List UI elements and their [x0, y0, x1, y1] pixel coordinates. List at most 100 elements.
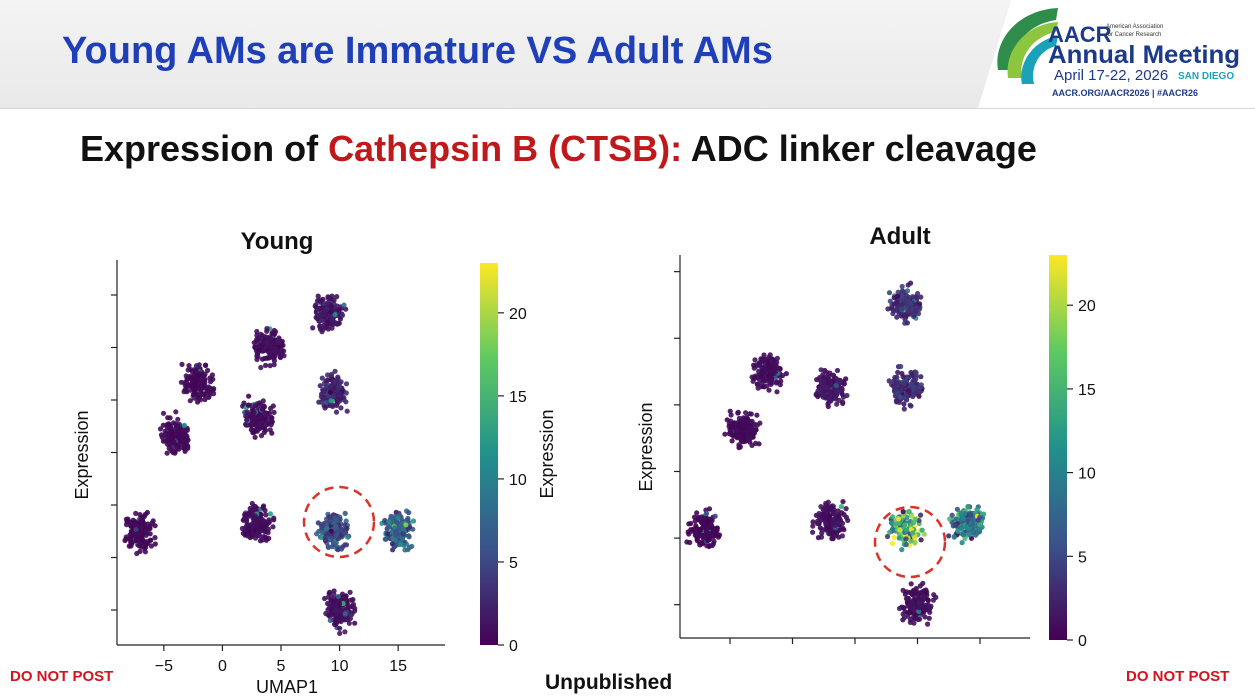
umap-point: [895, 369, 901, 375]
umap-point: [751, 375, 757, 381]
adult-umap-plot: Adult Expression 0 5 10 15 20: [636, 223, 1096, 650]
umap-point: [342, 629, 348, 635]
umap-point: [333, 607, 339, 613]
colorbar-tick-label: 15: [509, 389, 527, 406]
logo-event: Annual Meeting: [1048, 41, 1240, 69]
umap-point: [152, 523, 158, 529]
umap-point: [912, 539, 918, 545]
umap-point: [331, 297, 337, 303]
umap-point: [947, 516, 953, 522]
umap-point: [405, 517, 411, 523]
umap-point: [901, 381, 907, 387]
adult-colorbar-ticks: 0 5 10 15 20: [1067, 298, 1096, 650]
umap-point: [774, 389, 780, 395]
umap-point: [252, 434, 258, 440]
umap-point: [177, 437, 184, 443]
umap-point: [826, 392, 832, 398]
umap-point: [403, 522, 409, 528]
umap-point: [699, 541, 705, 547]
young-umap-plot: Young −5 0 5 10 15 Expression UMAP1 0 5 10 15 20…: [72, 228, 557, 695]
umap-point: [759, 373, 765, 379]
umap-point: [182, 430, 188, 436]
umap-point: [764, 383, 770, 389]
umap-point: [164, 450, 170, 456]
umap-point: [335, 617, 341, 623]
slide-title: Young AMs are Immature VS Adult AMs: [62, 30, 773, 72]
logo-org-short: AACR: [1048, 22, 1112, 47]
umap-point: [916, 393, 922, 399]
do-not-post-right: DO NOT POST: [1126, 668, 1230, 685]
umap-point: [736, 422, 742, 428]
umap-point: [252, 535, 259, 541]
umap-point: [241, 400, 247, 406]
umap-point: [955, 528, 961, 534]
umap-point: [743, 420, 749, 426]
x-tick-label: 0: [218, 658, 227, 675]
umap-point: [267, 363, 273, 369]
umap-point: [821, 388, 828, 395]
umap-point: [711, 538, 717, 544]
umap-point: [169, 448, 175, 454]
umap-point: [332, 368, 338, 374]
young-xlabel: UMAP1: [256, 677, 318, 695]
young-ylabel: Expression: [72, 410, 92, 499]
umap-point: [386, 519, 392, 525]
umap-point: [839, 510, 845, 516]
umap-point: [753, 440, 759, 446]
umap-point: [139, 530, 145, 536]
slide-subtitle: Expression of Cathepsin B (CTSB): ADC li…: [80, 128, 1037, 170]
umap-point: [269, 430, 275, 436]
umap-point: [342, 611, 348, 617]
umap-point: [261, 429, 267, 435]
umap-point: [745, 433, 751, 439]
umap-point: [145, 521, 151, 527]
umap-point: [909, 599, 915, 605]
umap-point: [315, 293, 321, 299]
umap-point: [391, 514, 397, 520]
umap-point: [333, 524, 339, 530]
umap-point: [951, 534, 957, 540]
umap-point: [352, 620, 358, 626]
umap-point: [819, 530, 825, 536]
umap-point: [385, 524, 391, 530]
umap-point: [766, 387, 772, 393]
colorbar-tick-label: 20: [509, 306, 527, 323]
umap-point: [249, 512, 255, 518]
colorbar-tick-label: 10: [1078, 466, 1096, 483]
umap-point: [830, 517, 836, 524]
umap-point: [906, 508, 912, 515]
umap-point: [909, 513, 915, 519]
adult-points: [684, 280, 987, 627]
umap-point: [243, 413, 249, 419]
umap-point: [267, 511, 273, 517]
umap-point: [887, 529, 893, 535]
umap-point: [755, 385, 761, 391]
subtitle-highlight: Cathepsin B (CTSB):: [328, 128, 683, 169]
umap-point: [970, 522, 976, 528]
umap-point: [834, 401, 840, 407]
umap-point: [242, 530, 249, 536]
umap-point: [897, 527, 903, 533]
umap-point: [722, 431, 728, 437]
umap-point: [338, 405, 344, 411]
umap-point: [821, 505, 827, 512]
umap-point: [407, 544, 413, 550]
umap-point: [899, 283, 905, 290]
umap-point: [736, 445, 742, 451]
umap-point: [337, 391, 343, 397]
umap-point: [925, 621, 931, 627]
umap-point: [773, 362, 779, 368]
umap-point: [250, 521, 256, 527]
umap-point: [751, 362, 757, 368]
umap-point: [346, 620, 352, 626]
umap-point: [168, 423, 174, 429]
umap-point: [169, 430, 175, 436]
umap-point: [834, 392, 840, 398]
umap-point: [840, 525, 846, 531]
umap-point: [684, 539, 690, 545]
umap-point: [182, 445, 188, 451]
umap-point: [975, 517, 981, 523]
umap-point: [142, 549, 148, 555]
umap-point: [756, 368, 762, 374]
umap-point: [331, 599, 337, 605]
